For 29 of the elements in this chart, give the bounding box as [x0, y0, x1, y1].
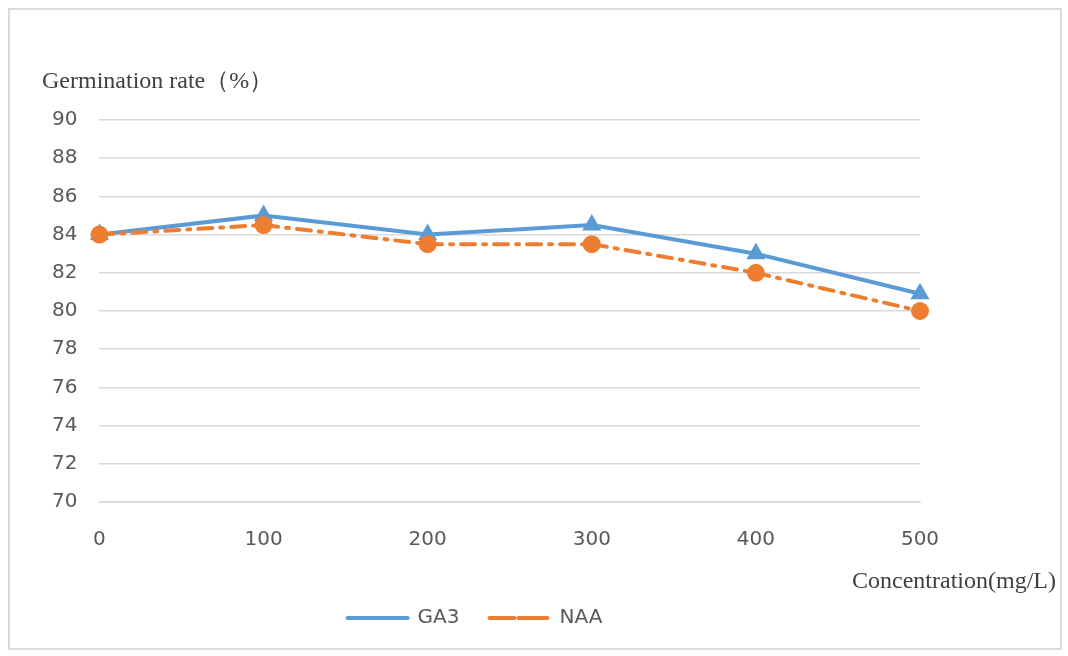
x-tick-label: 400	[736, 526, 775, 551]
x-tick-label: 200	[408, 526, 447, 551]
y-tick-label: 74	[52, 411, 78, 436]
point	[254, 216, 273, 235]
y-tick-label: 84	[52, 220, 78, 245]
y-tick-label: 78	[52, 335, 78, 360]
x-tick-label: 100	[244, 526, 283, 551]
x-tick-label: 0	[93, 526, 106, 551]
point	[911, 284, 929, 300]
y-tick-label: 70	[52, 488, 78, 513]
x-tick-label: 500	[900, 526, 940, 551]
point	[582, 235, 601, 254]
legend-label: NAA	[559, 604, 603, 629]
point	[911, 302, 929, 320]
y-tick-label: 90	[52, 106, 78, 131]
point	[746, 242, 766, 260]
y-tick-label: 80	[52, 297, 78, 322]
legend-label: GA3	[417, 604, 460, 629]
x-tick-label: 300	[572, 526, 611, 551]
point	[418, 235, 437, 254]
point	[746, 263, 765, 282]
y-tick-label: 82	[52, 259, 78, 283]
y-tick-label: 76	[52, 373, 78, 398]
y-axis-title: Germination rate（%）	[42, 67, 274, 93]
x-axis-title: Concentration(mg/L)	[852, 567, 1056, 593]
y-tick-label: 86	[52, 182, 78, 207]
y-tick-label: 88	[52, 144, 78, 169]
y-tick-label: 72	[52, 450, 78, 474]
point	[583, 216, 600, 231]
